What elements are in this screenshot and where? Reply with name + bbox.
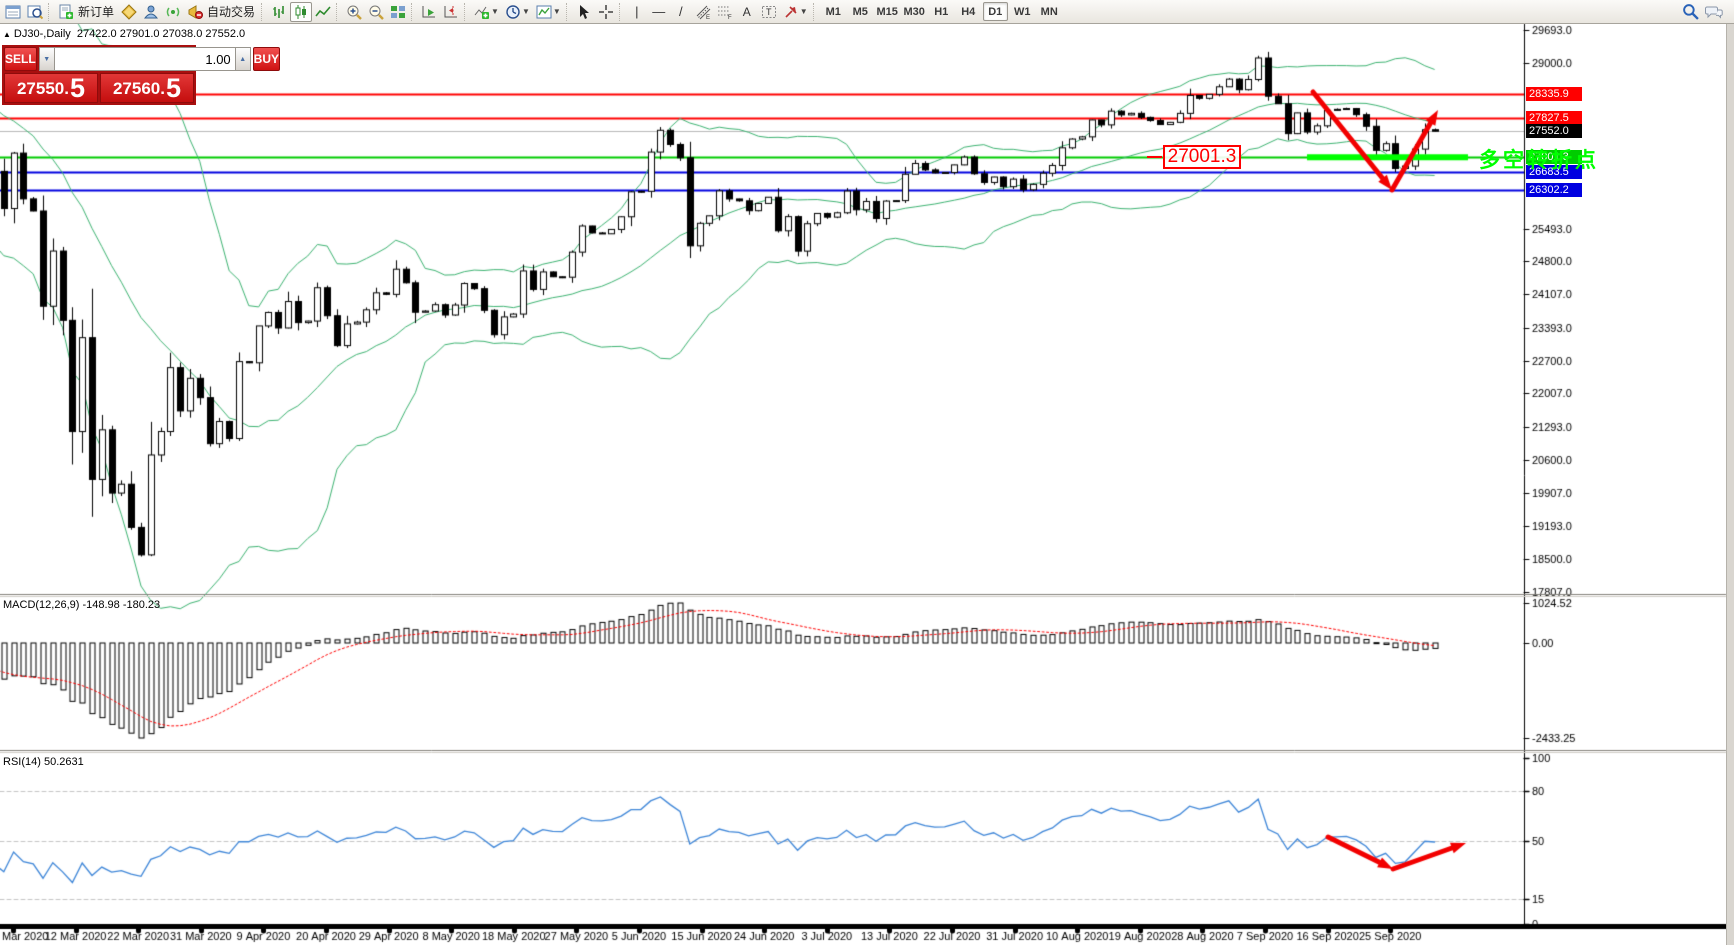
auto-scroll-icon[interactable]	[418, 2, 440, 22]
line-chart-type-icon[interactable]	[312, 2, 334, 22]
svg-text:E: E	[706, 15, 710, 20]
price-note-dash	[1147, 156, 1162, 158]
sell-price-main: 27550	[16, 79, 65, 98]
candlestick-chart-type-icon[interactable]	[290, 1, 313, 22]
chart-title: ▲ DJ30-,Daily 27422.0 27901.0 27038.0 275…	[3, 28, 245, 40]
timeframe-button-d1[interactable]: D1	[982, 2, 1008, 21]
chart-title-marker: ▲	[3, 30, 11, 39]
buy-price-display[interactable]: 27560. 5	[100, 73, 194, 103]
chat-icon[interactable]	[1702, 2, 1726, 22]
timeframe-group: M1 M5 M15 M30 H1 H4 D1 W1 MN	[820, 1, 1063, 23]
timeframe-button-w1[interactable]: W1	[1013, 5, 1031, 18]
chart-symbol-period: DJ30-,Daily	[13, 28, 71, 40]
toolbar-separator	[261, 2, 266, 21]
toolbar-separator	[48, 2, 53, 21]
strategy-tester-icon[interactable]	[140, 2, 162, 22]
metaeditor-icon[interactable]	[118, 2, 140, 22]
toolbar-separator	[336, 2, 341, 21]
price-note-box[interactable]: 27001.3	[1163, 145, 1241, 169]
timeframe-button-h4[interactable]: H4	[961, 5, 976, 18]
vertical-line-tool-icon[interactable]: |	[635, 4, 639, 19]
crosshair-icon[interactable]	[595, 2, 617, 22]
timeframe-button-h1[interactable]: H1	[934, 5, 949, 18]
templates-icon[interactable]: ▼	[533, 2, 564, 22]
arrows-tool-icon[interactable]: ▼	[780, 2, 811, 22]
buy-price-main: 27560	[112, 79, 161, 98]
text-label-tool-icon[interactable]: T	[758, 2, 780, 22]
sell-button[interactable]: SELL	[4, 47, 37, 71]
fibonacci-tool-icon[interactable]: F	[714, 2, 736, 22]
sell-price-dot: .	[64, 79, 69, 98]
signals-icon[interactable]	[162, 2, 184, 22]
zoom-out-icon[interactable]	[365, 2, 387, 22]
toolbar-separator	[464, 2, 469, 21]
one-click-trade-panel: SELL ▼ ▲ BUY 27550.5 27560.5	[2, 45, 281, 105]
timeframe-button-m1[interactable]: M1	[825, 5, 841, 18]
timeframe-button-m15[interactable]: M15	[876, 5, 898, 18]
auto-trading-icon[interactable]	[184, 2, 206, 22]
new-order-label[interactable]: 新订单	[78, 5, 115, 19]
chart-shift-icon[interactable]	[440, 2, 462, 22]
toolbar-separator	[411, 2, 416, 21]
sell-price-frac: 5	[69, 73, 86, 103]
timeframe-button-mn[interactable]: MN	[1040, 5, 1058, 18]
toolbar-separator	[812, 2, 818, 21]
rsi-indicator-label: RSI(14) 50.2631	[3, 756, 84, 768]
buy-button[interactable]: BUY	[252, 47, 281, 71]
svg-text:T: T	[766, 7, 772, 17]
search-icon[interactable]	[1679, 2, 1702, 22]
periods-icon[interactable]: ▼	[502, 2, 533, 22]
turning-point-label[interactable]: 多空转折点	[1479, 149, 1599, 172]
timeframe-button-m5[interactable]: M5	[852, 5, 868, 18]
new-order-icon[interactable]	[55, 2, 77, 22]
bar-chart-type-icon[interactable]	[268, 2, 290, 22]
zoom-in-icon[interactable]	[343, 2, 365, 22]
cursor-icon[interactable]	[573, 2, 595, 22]
trendline-tool-icon[interactable]: /	[678, 4, 683, 19]
toolbar-separator	[565, 2, 571, 21]
buy-price-frac: 5	[165, 73, 182, 103]
text-tool-icon[interactable]: A	[742, 4, 751, 19]
toolbar-separator	[618, 2, 624, 21]
buy-price-dot: .	[160, 79, 165, 98]
equidistant-channel-tool-icon[interactable]: E	[692, 2, 714, 22]
volume-increase-button[interactable]: ▲	[234, 47, 251, 71]
volume-decrease-button[interactable]: ▼	[38, 47, 55, 71]
macd-indicator-label: MACD(12,26,9) -148.98 -180.23	[3, 599, 161, 611]
volume-input[interactable]	[54, 47, 235, 71]
sell-price-display[interactable]: 27550. 5	[4, 73, 98, 103]
indicators-add-icon[interactable]: ▼	[471, 2, 502, 22]
horizontal-line-tool-icon[interactable]: —	[652, 4, 666, 19]
svg-text:F: F	[728, 15, 732, 20]
chart-window-icon[interactable]	[2, 2, 24, 22]
toolbar: 新订单 自动交易	[0, 0, 1734, 24]
window-edge-strip	[1726, 24, 1734, 945]
auto-trading-label[interactable]: 自动交易	[207, 5, 256, 19]
timeframe-button-m30[interactable]: M30	[903, 5, 925, 18]
tile-windows-icon[interactable]	[387, 2, 409, 22]
chart-ohlc-values: 27422.0 27901.0 27038.0 27552.0	[76, 28, 246, 40]
data-window-icon[interactable]	[24, 2, 46, 22]
